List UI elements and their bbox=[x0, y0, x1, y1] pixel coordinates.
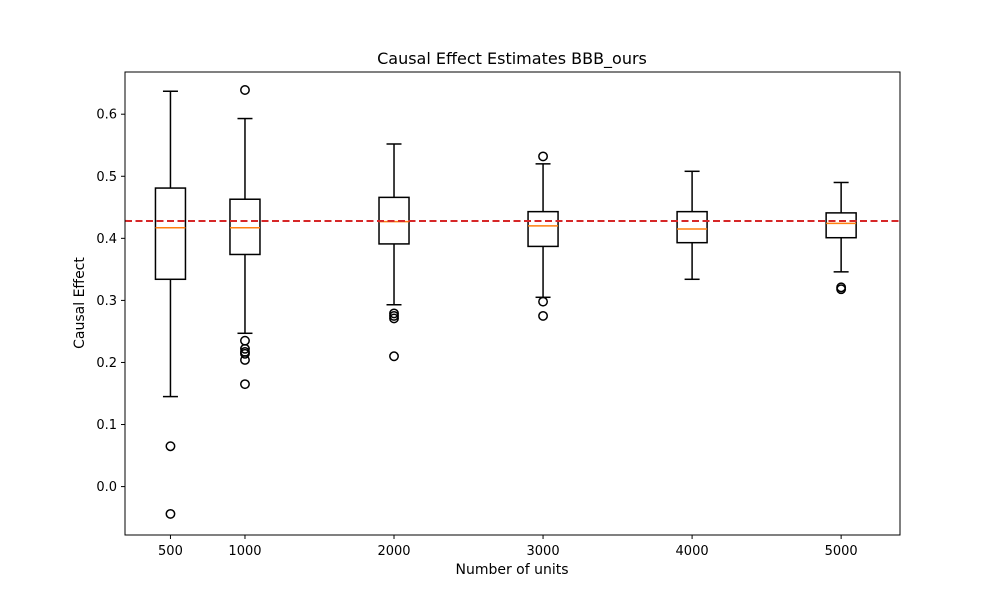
chart-title: Causal Effect Estimates BBB_ours bbox=[377, 49, 647, 69]
y-tick-label: 0.6 bbox=[96, 108, 117, 123]
y-tick-label: 0.0 bbox=[96, 480, 117, 495]
x-tick-label: 4000 bbox=[676, 544, 709, 559]
y-axis-label: Causal Effect bbox=[72, 257, 88, 349]
outlier-point bbox=[165, 441, 176, 452]
outlier-point bbox=[389, 351, 399, 362]
outlier-point bbox=[165, 508, 176, 519]
plot-area bbox=[125, 85, 900, 519]
box-iqr bbox=[825, 212, 857, 239]
outlier-point bbox=[240, 335, 250, 346]
outlier-point bbox=[240, 348, 250, 359]
x-tick-label: 2000 bbox=[377, 544, 410, 559]
outlier-point bbox=[836, 284, 847, 295]
y-tick-label: 0.2 bbox=[96, 356, 117, 371]
outlier-point bbox=[240, 355, 250, 365]
x-axis-label: Number of units bbox=[455, 562, 568, 578]
outlier-point bbox=[538, 310, 549, 321]
outlier-point bbox=[538, 151, 549, 162]
box-group-2000 bbox=[378, 143, 410, 362]
x-tick-label: 5000 bbox=[825, 544, 858, 559]
box-iqr bbox=[676, 210, 708, 244]
x-tick-label: 1000 bbox=[228, 544, 261, 559]
x-tick-label: 500 bbox=[158, 544, 183, 559]
outlier-point bbox=[240, 379, 250, 390]
outlier-point bbox=[240, 85, 250, 95]
box-iqr bbox=[229, 198, 261, 256]
plot-frame bbox=[124, 71, 901, 536]
box-group-4000 bbox=[676, 170, 708, 281]
outlier-point bbox=[389, 313, 399, 324]
box-group-1000 bbox=[229, 85, 261, 390]
box-iqr bbox=[527, 210, 559, 248]
box-iqr bbox=[154, 187, 187, 281]
x-tick-label: 3000 bbox=[527, 544, 560, 559]
y-tick-label: 0.5 bbox=[96, 170, 117, 185]
y-tick-label: 0.3 bbox=[96, 294, 117, 309]
y-tick-label: 0.1 bbox=[96, 418, 117, 433]
box-group-5000 bbox=[825, 181, 857, 295]
outlier-point bbox=[538, 296, 549, 307]
outlier-point bbox=[240, 343, 250, 354]
box-group-3000 bbox=[527, 151, 559, 321]
y-tick-label: 0.4 bbox=[96, 232, 117, 247]
box-group-500 bbox=[154, 90, 187, 519]
